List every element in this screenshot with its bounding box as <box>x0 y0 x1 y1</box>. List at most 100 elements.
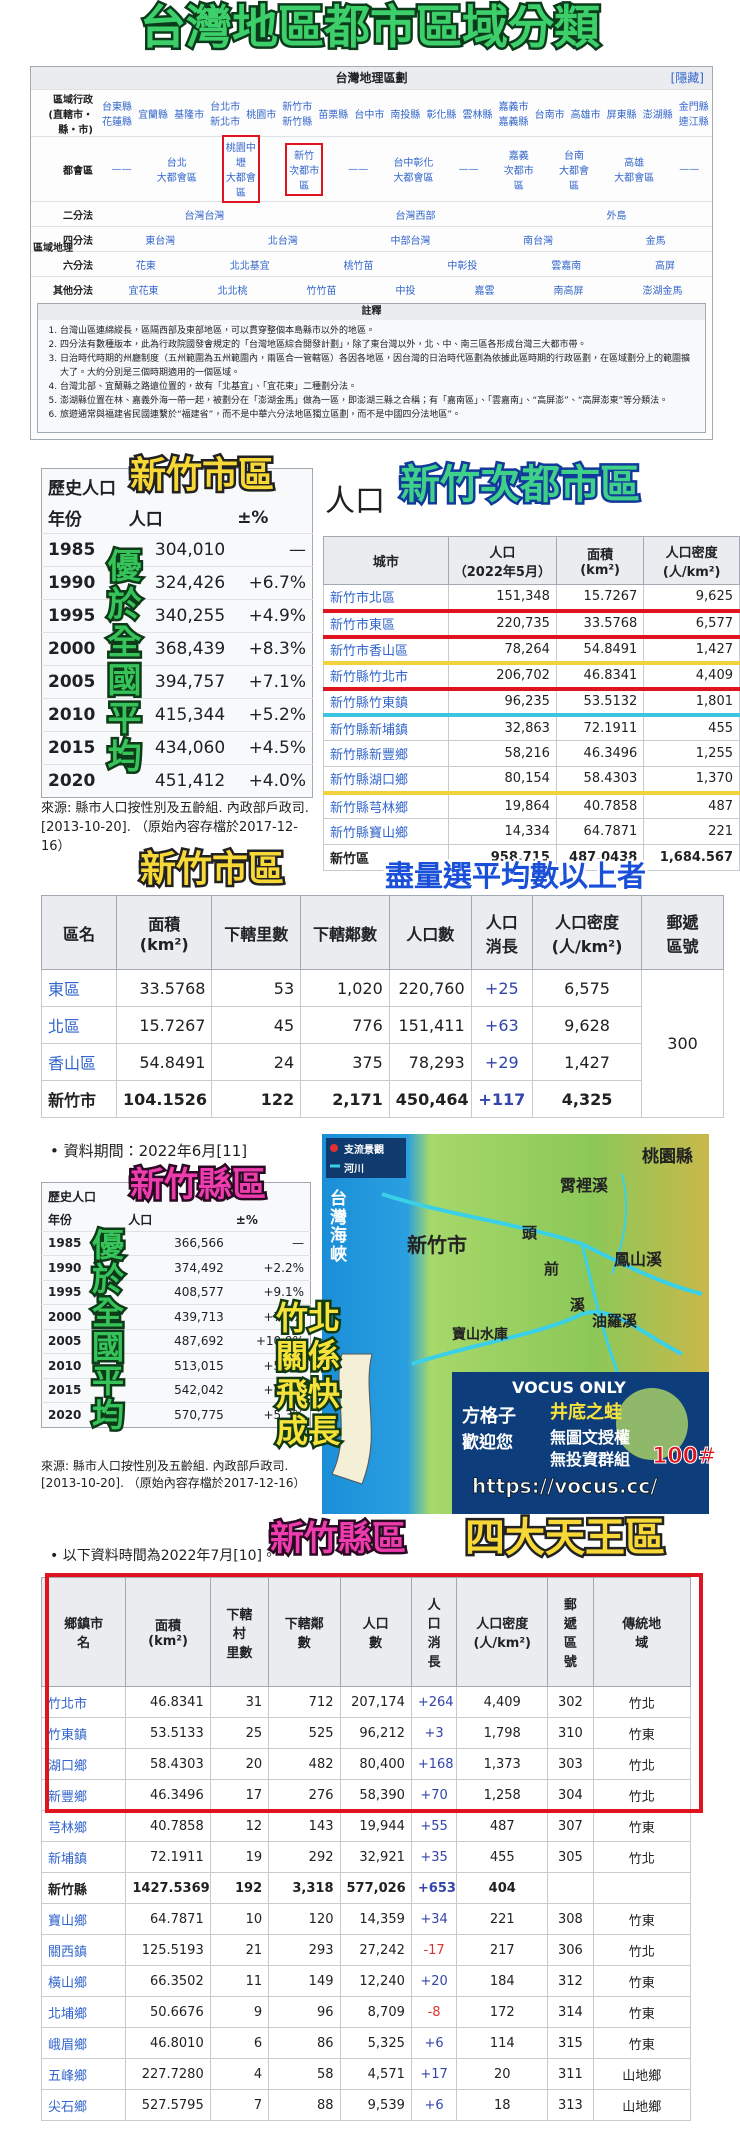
geo-cell: 台中彰化 大都會區 <box>393 158 434 184</box>
map-label: 頭 <box>522 1224 538 1242</box>
geo-cell: 北北桃 <box>217 285 248 297</box>
geo-label: 其他分法 <box>53 285 93 297</box>
watermark-text: 井底之蛙 <box>550 1402 622 1423</box>
geo-cell: 彰化縣 <box>426 109 457 121</box>
table-cell: 80,400 <box>339 1748 412 1780</box>
geo-cell: 基隆市 <box>174 109 205 121</box>
table-cell: 山地鄉 <box>592 2089 692 2121</box>
table-cell: 303 <box>547 1748 594 1780</box>
table-cell: 487,692 <box>122 1328 230 1354</box>
table-row: 新竹縣竹北市 206,702 46.8341 4,409 <box>323 662 740 689</box>
table-cell: 220,760 <box>388 969 472 1007</box>
table-cell: 58.4303 <box>555 766 645 793</box>
county-table-overlay-2: 四大天王區 <box>463 1515 668 1561</box>
table-cell: 525 <box>268 1717 341 1749</box>
watermark-text: https://vocus.cc/ <box>472 1474 659 1499</box>
geo-cell: 北北基宜 <box>229 260 270 272</box>
geo-cell: 台南 大都會 區 <box>558 150 589 192</box>
table-cell: 415,344 <box>122 697 232 731</box>
table-cell: 78,293 <box>388 1043 472 1081</box>
table-cell: 15.7267 <box>555 584 645 611</box>
map-label: 寶山水庫 <box>452 1327 508 1343</box>
table-cell: 2020 <box>41 1402 123 1427</box>
city-vertical-note: 優於全國平均 <box>99 546 144 779</box>
geo-cell: 台東縣 花蓮縣 <box>102 102 133 128</box>
geo-cell: 東台灣 <box>145 235 176 247</box>
geo-cell: 金門縣 連江縣 <box>678 102 709 128</box>
table-cell: 32,921 <box>339 1841 412 1873</box>
geo-label: 都會區 <box>63 165 93 177</box>
note: 旅遊通常與福建省民國連繫於“福建省”，而不是中華六分法地區獨立區劃，而不是中國四… <box>60 408 697 422</box>
geo-label: 二分法 <box>63 210 93 222</box>
table-cell: 湖口鄉 <box>40 1748 127 1780</box>
table-cell: 新竹縣竹東鎮 <box>323 688 449 715</box>
table-cell: 竹北 <box>592 1779 692 1811</box>
table-cell: 450,464 <box>388 1080 472 1118</box>
table-cell: +168 <box>410 1748 458 1780</box>
note: 台灣山區連綿縱長，區隔西部及東部地區，可以貫穿整個本島縣市以外的地區。 <box>60 324 697 338</box>
table-cell: 香山區 <box>40 1043 118 1081</box>
table-cell: 1990 <box>41 1255 123 1280</box>
table-cell: 竹北 <box>592 1841 692 1873</box>
header-row: 年份 人口 ±% <box>42 1209 311 1231</box>
table-cell: 14,334 <box>447 818 557 845</box>
table-title: 歷史人口 <box>48 1189 97 1204</box>
table-cell: +34 <box>410 1903 458 1935</box>
geo-cell: 南投縣 <box>390 109 421 121</box>
metro-overlay: 新竹次都市區 <box>398 462 643 508</box>
geo-cells: 東台灣 北台灣 中部台灣 南台灣 金馬 <box>99 232 712 247</box>
table-cell: 新竹縣新埔鎮 <box>323 714 449 741</box>
column-header: 面積 (km²) <box>125 1577 211 1687</box>
table-cell: +653 <box>410 1872 458 1904</box>
table-cell: 寶山鄉 <box>40 1903 127 1935</box>
table-row: 1985 366,566— <box>41 1230 311 1256</box>
table-cell: 143 <box>268 1810 341 1842</box>
table-cell: 72.1911 <box>125 1841 211 1873</box>
table-cell: — <box>229 1230 311 1256</box>
table-cell: 314 <box>547 1996 594 2028</box>
table-cell: 104.1526 <box>116 1080 213 1118</box>
table-row: 新竹縣寶山鄉 14,334 64.7871 221 <box>323 818 740 845</box>
column-header: ±% <box>237 507 269 528</box>
column-header: 人口 數 <box>339 1577 412 1687</box>
map-label: 前 <box>544 1260 560 1278</box>
table-cell: 東區 <box>40 969 118 1007</box>
column-header: 人口密度 (人/km²) <box>643 536 740 585</box>
geo-cell: 澎湖縣 <box>642 109 673 121</box>
table-cell: — <box>231 532 313 566</box>
table-cell: 542,042 <box>122 1377 230 1403</box>
table-cell: 46.8010 <box>125 2027 211 2059</box>
table-cell: 96,212 <box>339 1717 412 1749</box>
table-cell: 24 <box>211 1043 302 1081</box>
note: 澎湖縣位置在林、嘉義外海一帶一起，被劃分在「澎湖金馬」做為一區，即澎湖三縣之合稱… <box>60 394 697 408</box>
geo-cell: 南台灣 <box>523 235 554 247</box>
table-cell: -8 <box>410 1996 458 2028</box>
river-line <box>381 1192 703 1296</box>
hide-link[interactable]: [隱藏] <box>670 71 704 85</box>
table-cell: 2,171 <box>300 1080 390 1118</box>
table-cell: 新竹縣湖口鄉 <box>323 766 449 793</box>
table-cell: 21 <box>209 1934 270 1966</box>
header-row: 鄉鎮市 名面積 (km²) 下轄 村 里數 下轄鄰 數人口 數人 口 消 長人口密度… <box>40 1577 692 1687</box>
table-cell: 新竹市東區 <box>323 610 449 637</box>
table-cell: 455 <box>643 714 740 741</box>
table-cell: 17 <box>209 1779 270 1811</box>
table-cell: 新竹市北區 <box>323 584 449 611</box>
table-cell: 58 <box>268 2058 341 2090</box>
table-cell: 2000 <box>41 1304 123 1329</box>
table-cell: +25 <box>470 969 534 1007</box>
taiwan-inset <box>331 1353 373 1485</box>
table-cell: 8,709 <box>339 1996 412 2028</box>
table-cell: 577,026 <box>339 1872 412 1904</box>
watermark-text: 無圖文授權 <box>550 1428 631 1447</box>
table-cell: 80,154 <box>447 766 557 793</box>
table-cell: 1,020 <box>300 969 390 1007</box>
map-label: 支流景觀 <box>344 1145 384 1156</box>
table-row: 新竹市東區 220,735 33.5768 6,577 <box>323 610 740 637</box>
table-cell: 308 <box>547 1903 594 1935</box>
table-cell: +63 <box>470 1006 534 1044</box>
table-cell: 新竹市 <box>40 1080 118 1118</box>
table-cell: +7.6% <box>229 1304 311 1329</box>
table-cell: 1995 <box>41 1279 123 1305</box>
